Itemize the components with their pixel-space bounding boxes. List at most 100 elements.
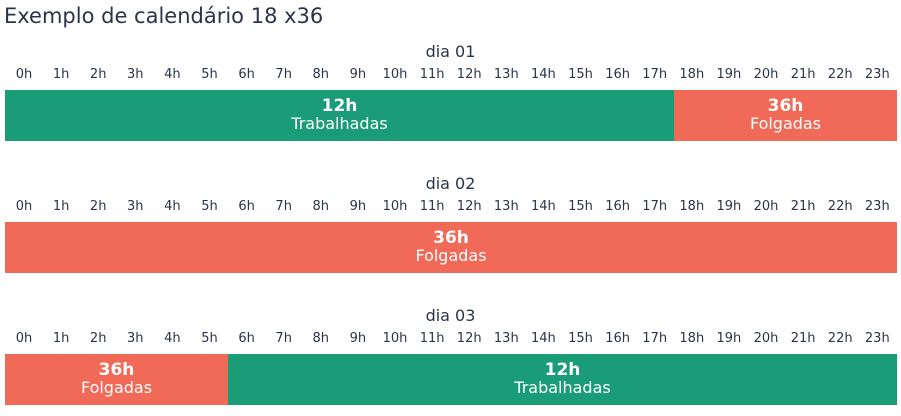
- hour-label: 11h: [419, 331, 445, 346]
- hour-label: 18h: [679, 199, 705, 214]
- hour-label: 11h: [419, 199, 445, 214]
- segment-hours: 36h: [98, 360, 135, 381]
- hour-label: 11h: [419, 67, 445, 82]
- hour-label: 7h: [275, 67, 292, 82]
- hour-label: 0h: [15, 67, 33, 82]
- hour-label: 18h: [679, 67, 705, 82]
- segment-hours: 12h: [321, 96, 358, 117]
- worked-segment: 12h Trabalhadas: [5, 90, 674, 141]
- hour-label: 2h: [89, 67, 107, 82]
- worked-segment: 12h Trabalhadas: [228, 354, 897, 405]
- hour-label: 5h: [201, 67, 218, 82]
- hour-label: 14h: [531, 67, 556, 82]
- hour-label: 2h: [89, 331, 107, 346]
- hour-label: 1h: [52, 331, 70, 346]
- hour-label: 13h: [493, 199, 519, 214]
- hour-label: 10h: [382, 331, 408, 346]
- hour-label: 6h: [238, 67, 255, 82]
- hour-label: 3h: [127, 331, 144, 346]
- day-row-01: dia 01 0h 1h 2h 3h 4h 5h 6h 7h 8h 9h 10h 11h 12h 13h 1…: [0, 42, 901, 152]
- segment-hours: 36h: [767, 96, 804, 117]
- timeline-bar: 12h Trabalhadas 36h Folgadas: [5, 90, 897, 141]
- hour-label: 10h: [382, 67, 408, 82]
- hour-label: 23h: [864, 331, 890, 346]
- hour-label: 16h: [605, 199, 630, 214]
- hour-label: 3h: [127, 67, 144, 82]
- hour-axis: 0h 1h 2h 3h 4h 5h 6h 7h 8h 9h 10h 11h 12h 13h 14h 15h 16…: [5, 67, 897, 87]
- hour-label: 15h: [568, 331, 593, 346]
- hour-label: 20h: [753, 331, 779, 346]
- off-segment: 36h Folgadas: [5, 354, 228, 405]
- hour-label: 23h: [864, 199, 890, 214]
- hour-label: 12h: [456, 67, 482, 82]
- hour-label: 7h: [275, 331, 292, 346]
- segment-label: Trabalhadas: [514, 378, 611, 398]
- hour-label: 8h: [312, 199, 330, 214]
- hour-label: 23h: [864, 67, 890, 82]
- timeline-bar: 36h Folgadas 12h Trabalhadas: [5, 354, 897, 405]
- hour-label: 21h: [790, 67, 816, 82]
- day-label: dia 01: [425, 42, 476, 61]
- hour-label: 20h: [753, 67, 779, 82]
- hour-label: 16h: [605, 331, 630, 346]
- hour-label: 22h: [827, 199, 853, 214]
- day-row-03: dia 03 0h 1h 2h 3h 4h 5h 6h 7h 8h 9h 10h 11h 12h 13h 1…: [0, 306, 901, 416]
- segment-label: Folgadas: [80, 378, 153, 398]
- hour-label: 15h: [568, 67, 593, 82]
- hour-label: 4h: [164, 67, 181, 82]
- hour-label: 6h: [238, 199, 255, 214]
- hour-label: 20h: [753, 199, 779, 214]
- hour-label: 12h: [456, 199, 482, 214]
- hour-label: 12h: [456, 331, 482, 346]
- hour-label: 1h: [52, 67, 70, 82]
- hour-label: 10h: [382, 199, 408, 214]
- hour-label: 19h: [716, 331, 742, 346]
- segment-label: Folgadas: [749, 114, 822, 134]
- day-row-02: dia 02 0h 1h 2h 3h 4h 5h 6h 7h 8h 9h 10h 11h 12h 13h 1…: [0, 174, 901, 284]
- hour-label: 2h: [89, 199, 107, 214]
- hour-label: 15h: [568, 199, 593, 214]
- hour-label: 0h: [15, 199, 33, 214]
- hour-label: 19h: [716, 199, 742, 214]
- page-title: Exemplo de calendário 18 x36: [4, 4, 324, 28]
- hour-label: 13h: [493, 67, 519, 82]
- hour-label: 21h: [790, 331, 816, 346]
- hour-label: 17h: [642, 67, 668, 82]
- hour-label: 4h: [164, 199, 181, 214]
- hour-label: 0h: [15, 331, 33, 346]
- hour-label: 14h: [531, 331, 556, 346]
- hour-label: 9h: [349, 67, 367, 82]
- hour-label: 1h: [52, 199, 70, 214]
- hour-label: 4h: [164, 331, 181, 346]
- hour-label: 14h: [531, 199, 556, 214]
- hour-label: 3h: [127, 199, 144, 214]
- hour-label: 7h: [275, 199, 292, 214]
- hour-label: 9h: [349, 199, 367, 214]
- day-label: dia 02: [425, 174, 476, 193]
- hour-label: 6h: [238, 331, 255, 346]
- hour-label: 16h: [605, 67, 630, 82]
- hour-label: 17h: [642, 331, 668, 346]
- hour-label: 5h: [201, 331, 218, 346]
- hour-label: 22h: [827, 331, 853, 346]
- hour-label: 13h: [493, 331, 519, 346]
- segment-hours: 12h: [544, 360, 581, 381]
- hour-label: 8h: [312, 331, 330, 346]
- hour-axis: 0h 1h 2h 3h 4h 5h 6h 7h 8h 9h 10h 11h 12h 13h 14h 15h 16…: [5, 331, 897, 351]
- hour-label: 5h: [201, 199, 218, 214]
- hour-axis: 0h 1h 2h 3h 4h 5h 6h 7h 8h 9h 10h 11h 12h 13h 14h 15h 16…: [5, 199, 897, 219]
- hour-label: 21h: [790, 199, 816, 214]
- hour-label: 8h: [312, 67, 330, 82]
- off-segment: 36h Folgadas: [5, 222, 897, 273]
- day-label: dia 03: [425, 306, 476, 325]
- hour-label: 9h: [349, 331, 367, 346]
- hour-label: 22h: [827, 67, 853, 82]
- hour-label: 19h: [716, 67, 742, 82]
- segment-label: Trabalhadas: [291, 114, 388, 134]
- segment-label: Folgadas: [415, 246, 487, 266]
- off-segment: 36h Folgadas: [674, 90, 897, 141]
- hour-label: 18h: [679, 331, 705, 346]
- segment-hours: 36h: [433, 228, 469, 249]
- hour-label: 17h: [642, 199, 668, 214]
- timeline-bar: 36h Folgadas: [5, 222, 897, 273]
